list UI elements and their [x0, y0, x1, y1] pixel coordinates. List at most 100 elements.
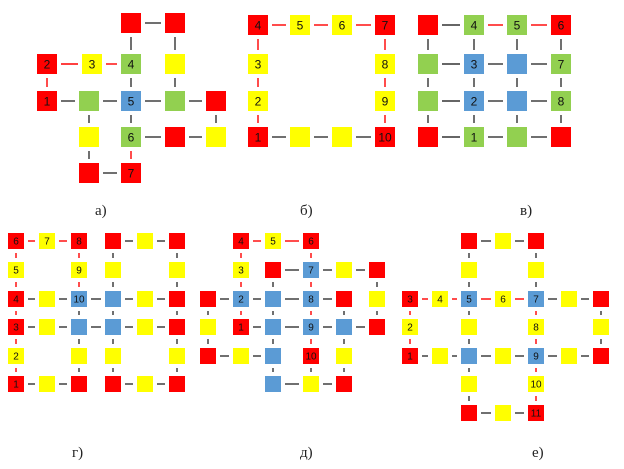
- lattice-node-c7-panel-2: [507, 127, 527, 147]
- caption-panel-c: в): [520, 203, 532, 219]
- monomer-node-8-panel-3: 8: [71, 233, 87, 249]
- node-square: [39, 233, 55, 249]
- monomer-node-3-panel-4: 3: [233, 262, 249, 278]
- node-number: 1: [13, 380, 19, 391]
- monomer-nodes: 1 2 3 4 5 6 7 4 5 6 7 3 8 2 9 1 10 4 5 6 3 7 2 8 1 6 7 8 5 9 4 10 3 2 1 4 5 6…: [8, 13, 609, 421]
- monomer-node-1-panel-2: 1: [464, 127, 484, 147]
- lattice-node-d8-panel-3: [169, 291, 185, 307]
- node-square: [105, 262, 121, 278]
- node-number: 8: [533, 323, 539, 334]
- node-number: 1: [44, 94, 51, 108]
- node-square: [39, 319, 55, 335]
- node-square: [418, 91, 438, 111]
- node-square: [169, 291, 185, 307]
- node-square: [290, 127, 310, 147]
- node-square: [303, 233, 319, 249]
- lattice-node-c6-panel-2: [507, 91, 527, 111]
- lattice-node-c2-panel-2: [418, 54, 438, 74]
- lattice-node-b2-panel-1: [332, 127, 352, 147]
- monomer-node-5-panel-0: 5: [121, 91, 141, 111]
- node-square: [332, 15, 352, 35]
- node-square: [290, 15, 310, 35]
- node-square: [165, 127, 185, 147]
- node-square: [336, 319, 352, 335]
- node-square: [265, 319, 281, 335]
- lattice-node-a4-panel-0: [79, 91, 99, 111]
- node-square: [432, 291, 448, 307]
- node-square: [507, 127, 527, 147]
- monomer-node-3-panel-2: 3: [464, 54, 484, 74]
- lattice-node-d23-panel-3: [137, 376, 153, 392]
- lattice-node-d2-panel-3: [137, 233, 153, 249]
- node-square: [200, 348, 216, 364]
- node-square: [369, 291, 385, 307]
- node-number: 2: [44, 57, 51, 71]
- node-square: [71, 291, 87, 307]
- node-square: [8, 319, 24, 335]
- monomer-node-6-panel-0: 6: [121, 127, 141, 147]
- lattice-node-e13-panel-4: [336, 319, 352, 335]
- node-square: [528, 319, 544, 335]
- lattice-node-d19-panel-3: [71, 376, 87, 392]
- node-square: [37, 91, 57, 111]
- node-square: [303, 376, 319, 392]
- lattice-node-e15-panel-4: [265, 376, 281, 392]
- node-square: [137, 233, 153, 249]
- node-square: [165, 13, 185, 33]
- lattice-node-a1-panel-0: [121, 13, 141, 33]
- node-square: [551, 91, 571, 111]
- monomer-node-3-panel-5: 3: [402, 291, 418, 307]
- node-number: 10: [530, 380, 542, 391]
- node-square: [461, 291, 477, 307]
- lattice-node-f15-panel-5: [593, 348, 609, 364]
- lattice-node-a6-panel-0: [206, 91, 226, 111]
- lattice-node-d15-panel-3: [71, 348, 87, 364]
- node-number: 7: [308, 266, 314, 277]
- monomer-node-3-panel-3: 3: [8, 319, 24, 335]
- monomer-node-2-panel-2: 2: [464, 91, 484, 111]
- node-square: [82, 54, 102, 74]
- node-square: [233, 291, 249, 307]
- monomer-node-5-panel-5: 5: [461, 291, 477, 307]
- lattice-node-e1-panel-4: [265, 262, 281, 278]
- lattice-node-f3-panel-5: [528, 233, 544, 249]
- node-square: [418, 127, 438, 147]
- lattice-node-d17-panel-3: [105, 348, 121, 364]
- node-square: [402, 319, 418, 335]
- caption-panel-f: е): [532, 445, 544, 461]
- node-square: [105, 233, 121, 249]
- node-square: [121, 91, 141, 111]
- node-square: [593, 348, 609, 364]
- lattice-node-d14-panel-3: [137, 319, 153, 335]
- node-square: [593, 319, 609, 335]
- lattice-node-e3-panel-4: [369, 262, 385, 278]
- lattice-node-f12-panel-5: [495, 348, 511, 364]
- node-number: 3: [238, 266, 244, 277]
- lattice-node-d24-panel-3: [169, 376, 185, 392]
- node-square: [169, 233, 185, 249]
- node-square: [121, 127, 141, 147]
- monomer-node-1-panel-1: 1: [248, 127, 268, 147]
- node-square: [79, 91, 99, 111]
- lattice-node-e11-panel-4: [265, 348, 281, 364]
- node-number: 4: [437, 295, 443, 306]
- monomer-node-4-panel-1: 4: [248, 15, 268, 35]
- node-number: 8: [308, 295, 314, 306]
- lattice-node-a10-panel-0: [79, 163, 99, 183]
- node-number: 9: [382, 94, 389, 108]
- node-square: [71, 262, 87, 278]
- node-square: [265, 348, 281, 364]
- node-square: [303, 319, 319, 335]
- node-number: 6: [128, 130, 135, 144]
- node-square: [37, 54, 57, 74]
- node-square: [336, 376, 352, 392]
- monomer-node-2-panel-1: 2: [248, 91, 268, 111]
- monomer-node-1-panel-4: 1: [233, 319, 249, 335]
- lattice-node-f2-panel-5: [495, 233, 511, 249]
- node-square: [303, 291, 319, 307]
- node-square: [402, 348, 418, 364]
- lattice-node-e14-panel-4: [369, 319, 385, 335]
- node-square: [461, 319, 477, 335]
- monomer-node-4-panel-4: 4: [233, 233, 249, 249]
